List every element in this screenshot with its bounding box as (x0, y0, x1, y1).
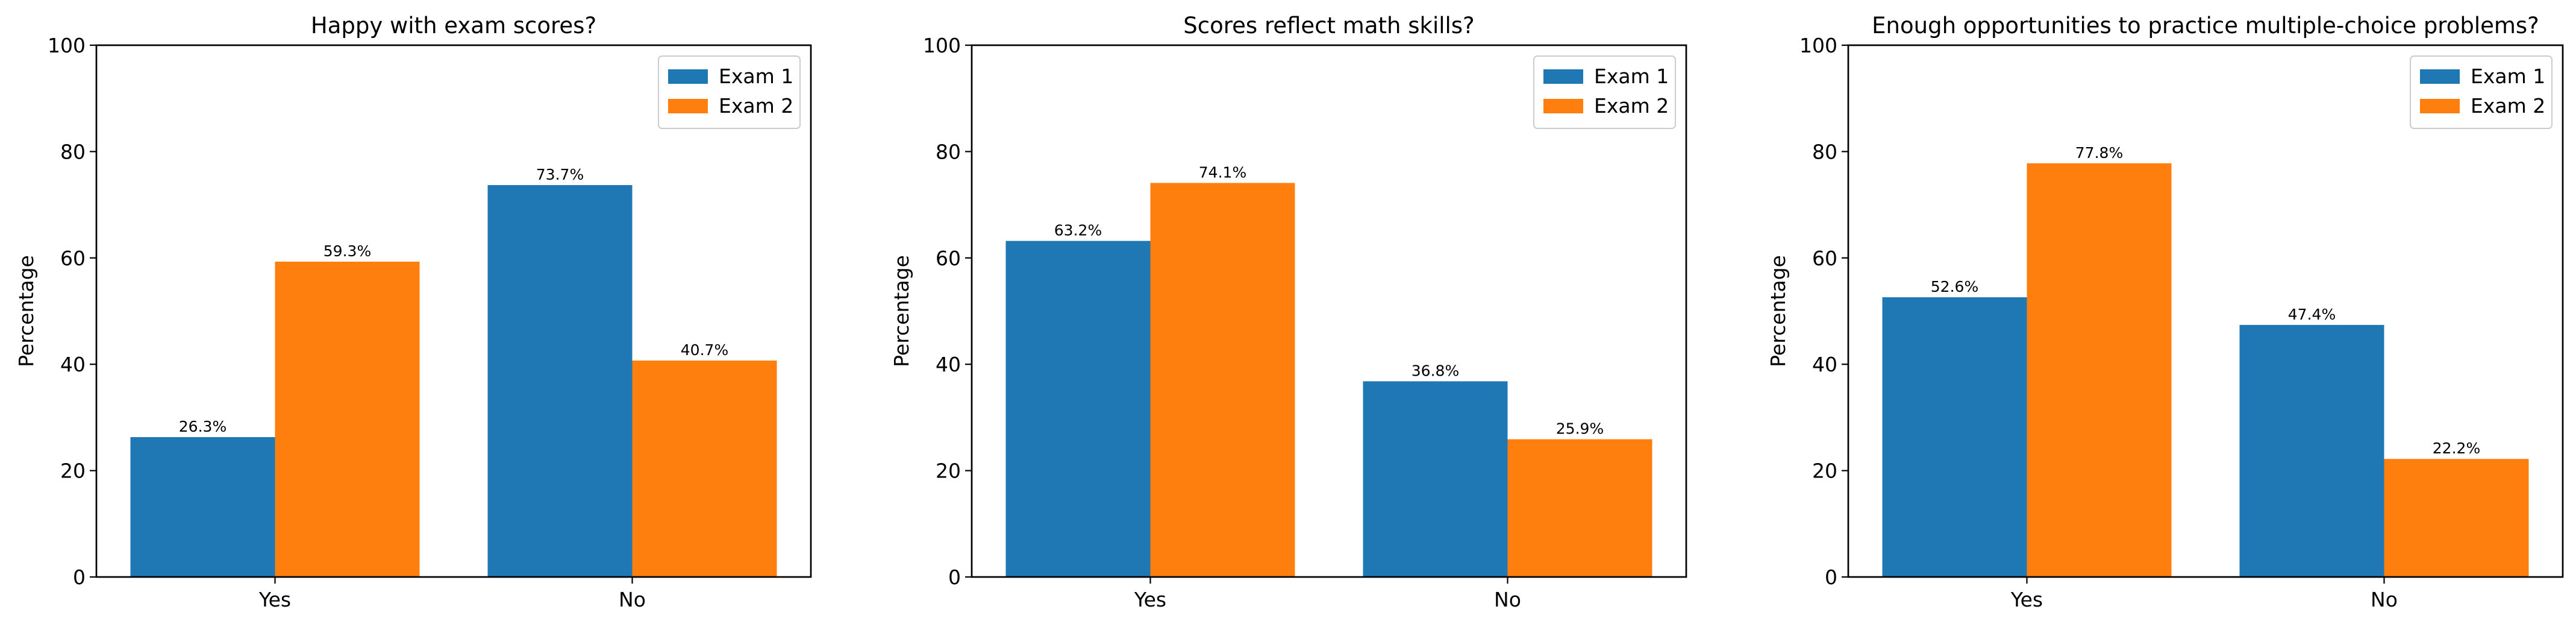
bar-exam-2-no (1507, 439, 1652, 577)
x-tick-label: No (2371, 588, 2398, 611)
y-tick-label: 0 (1825, 566, 1837, 589)
y-axis-label: Percentage (890, 255, 913, 367)
legend-swatch (2420, 69, 2460, 84)
chart-panel-2: 63.2% 36.8% 74.1% 25.9% 0 20 40 60 80 100 Yes No Sco… (890, 13, 1687, 611)
bar-exam-2-no (2384, 459, 2529, 577)
y-tick-label: 40 (936, 353, 961, 376)
data-label: 52.6% (1931, 278, 1978, 295)
y-tick-label: 100 (1799, 34, 1837, 57)
legend-swatch (668, 69, 708, 84)
legend: Exam 1 Exam 2 (1533, 55, 1676, 129)
bar-exam-2-yes (1150, 183, 1295, 577)
axes-frame (1847, 44, 2564, 578)
y-axis-label: Percentage (14, 255, 38, 367)
y-tick-label: 20 (1812, 459, 1837, 483)
chart-title: Enough opportunities to practice multipl… (1872, 13, 2539, 39)
bar-exam-1-no (1363, 381, 1508, 577)
y-tick-label: 0 (948, 566, 961, 589)
data-label: 63.2% (1054, 222, 1102, 239)
x-tick-label: No (619, 588, 646, 611)
chart-title: Happy with exam scores? (311, 13, 596, 39)
data-label: 36.8% (1411, 362, 1459, 379)
data-label: 74.1% (1199, 163, 1246, 181)
y-tick-label: 0 (73, 566, 86, 589)
legend-entry: Exam 1 (1594, 65, 1669, 88)
y-tick-label: 20 (60, 459, 86, 483)
y-tick-label: 20 (936, 459, 961, 483)
axes-frame (971, 44, 1687, 578)
legend-entry: Exam 1 (719, 65, 793, 88)
bar-exam-2-no (632, 361, 777, 577)
legend: Exam 1 Exam 2 (658, 55, 801, 129)
y-tick-label: 80 (60, 140, 86, 163)
legend: Exam 1 Exam 2 (2410, 55, 2553, 129)
axes-frame (95, 44, 812, 578)
legend-entry: Exam 2 (719, 94, 793, 118)
bar-exam-1-yes (130, 437, 275, 577)
chart-title: Scores reflect math skills? (1183, 13, 1474, 39)
data-label: 25.9% (1556, 420, 1604, 438)
data-label: 59.3% (324, 242, 371, 260)
data-label: 47.4% (2288, 306, 2336, 323)
data-label: 73.7% (536, 166, 584, 183)
legend-entry: Exam 2 (1594, 94, 1669, 118)
y-tick-label: 40 (1812, 353, 1837, 376)
y-tick-label: 80 (936, 140, 961, 163)
bar-exam-2-yes (275, 261, 420, 577)
x-tick-label: No (1494, 588, 1521, 611)
data-label: 40.7% (681, 341, 728, 359)
legend-entry: Exam 1 (2471, 65, 2545, 88)
legend-swatch (668, 99, 708, 113)
x-tick-label: Yes (1134, 588, 1166, 611)
chart-panel-1: 26.3% 73.7% 59.3% 40.7% 0 20 40 60 80 100 Yes No Hap… (14, 13, 812, 611)
y-tick-label: 40 (60, 353, 86, 376)
legend-swatch (2420, 99, 2460, 113)
y-tick-label: 100 (48, 34, 86, 57)
y-axis-label: Percentage (1766, 255, 1790, 367)
x-tick-label: Yes (258, 588, 291, 611)
legend-swatch (1543, 99, 1583, 113)
y-tick-label: 80 (1812, 140, 1837, 163)
y-tick-label: 60 (1812, 247, 1837, 270)
bar-exam-1-yes (1882, 297, 2027, 577)
bar-exam-2-yes (2027, 163, 2172, 578)
bar-exam-1-no (487, 184, 633, 577)
data-label: 22.2% (2433, 440, 2480, 457)
data-label: 26.3% (179, 418, 227, 435)
data-label: 77.8% (2075, 144, 2123, 162)
legend-swatch (1543, 69, 1583, 84)
y-tick-label: 60 (936, 247, 961, 270)
chart-panel-3: 52.6% 47.4% 77.8% 22.2% 0 20 40 60 80 100 Yes No Eno… (1766, 13, 2564, 611)
bar-exam-1-yes (1005, 241, 1151, 577)
y-tick-label: 60 (60, 247, 86, 270)
bar-exam-1-no (2239, 324, 2384, 577)
y-tick-label: 100 (923, 34, 961, 57)
legend-entry: Exam 2 (2471, 94, 2545, 118)
x-tick-label: Yes (2010, 588, 2043, 611)
